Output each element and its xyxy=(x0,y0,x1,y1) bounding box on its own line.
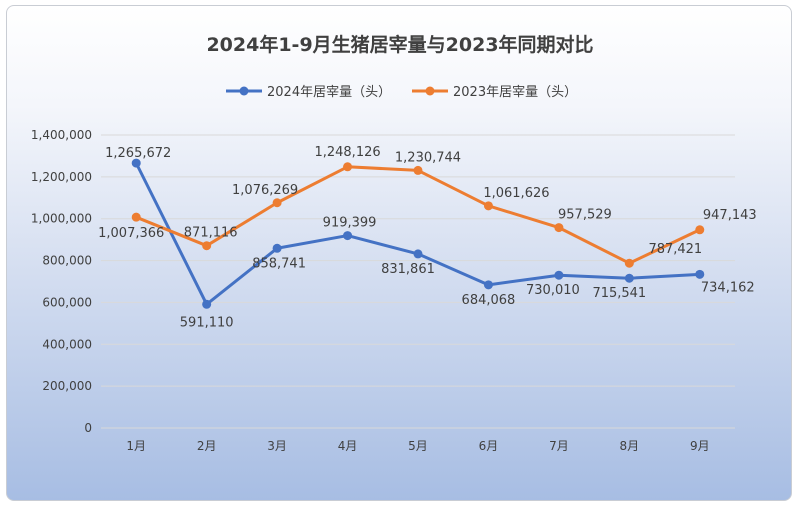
data-label: 1,265,672 xyxy=(105,146,171,161)
y-tick-label: 1,400,000 xyxy=(31,128,92,142)
legend: 2024年居宰量（头） 2023年居宰量（头） xyxy=(226,84,577,100)
data-point xyxy=(554,270,564,280)
x-tick-label: 6月 xyxy=(479,439,499,453)
y-tick-label: 600,000 xyxy=(42,295,92,309)
y-axis: 0 200,000 400,000 600,000 800,000 1,000,000 1,… xyxy=(31,128,92,435)
data-label: 684,068 xyxy=(462,293,516,308)
data-label: 730,010 xyxy=(526,283,580,298)
data-label: 957,529 xyxy=(558,208,612,223)
data-point xyxy=(413,165,423,175)
data-label: 1,007,366 xyxy=(98,226,164,241)
data-point xyxy=(695,269,705,279)
chart-card xyxy=(6,5,792,501)
data-point xyxy=(343,162,353,172)
y-tick-label: 800,000 xyxy=(42,254,92,268)
x-tick-label: 4月 xyxy=(338,439,358,453)
legend-label-2024: 2024年居宰量（头） xyxy=(267,84,391,100)
y-tick-label: 1,000,000 xyxy=(31,212,92,226)
data-label: 1,061,626 xyxy=(483,186,549,201)
data-point xyxy=(272,198,282,208)
y-tick-label: 0 xyxy=(84,421,92,435)
data-label: 787,421 xyxy=(648,242,702,257)
data-label: 919,399 xyxy=(323,216,377,231)
y-tick-label: 400,000 xyxy=(42,337,92,351)
data-point xyxy=(554,223,564,233)
data-point xyxy=(483,280,493,290)
data-label: 734,162 xyxy=(701,280,755,295)
series-line xyxy=(135,165,701,265)
data-point xyxy=(483,201,493,211)
data-point xyxy=(624,258,634,268)
legend-label-2023: 2023年居宰量（头） xyxy=(453,84,577,100)
series-layer xyxy=(131,158,705,309)
y-tick-label: 200,000 xyxy=(42,379,92,393)
x-tick-label: 5月 xyxy=(408,439,428,453)
data-label: 1,076,269 xyxy=(232,183,298,198)
chart-title: 2024年1-9月生猪居宰量与2023年同期对比 xyxy=(206,33,593,56)
data-point xyxy=(343,231,353,241)
data-label: 591,110 xyxy=(180,315,234,330)
data-label: 1,248,126 xyxy=(314,145,380,160)
x-tick-label: 1月 xyxy=(126,439,146,453)
data-label: 858,741 xyxy=(252,256,306,271)
data-label: 831,861 xyxy=(381,262,435,277)
legend-marker-2023 xyxy=(425,86,435,96)
data-point xyxy=(202,241,212,251)
data-labels-layer: 1,265,672 591,110 858,741 919,399 831,861 684… xyxy=(98,145,757,331)
data-point xyxy=(202,299,212,309)
data-label: 1,230,744 xyxy=(395,150,461,165)
data-point xyxy=(413,249,423,259)
data-point xyxy=(131,158,141,168)
data-point xyxy=(695,225,705,235)
x-tick-label: 8月 xyxy=(620,439,640,453)
data-point xyxy=(624,273,634,283)
x-tick-label: 3月 xyxy=(267,439,287,453)
data-label: 715,541 xyxy=(592,286,646,301)
y-tick-label: 1,200,000 xyxy=(31,170,92,184)
data-point xyxy=(131,212,141,222)
x-axis: 1月 2月 3月 4月 5月 6月 7月 8月 9月 xyxy=(126,439,709,453)
data-label: 871,116 xyxy=(184,226,238,241)
x-tick-label: 7月 xyxy=(549,439,569,453)
data-label: 947,143 xyxy=(703,208,757,223)
legend-marker-2024 xyxy=(239,86,249,96)
data-point xyxy=(272,243,282,253)
x-tick-label: 2月 xyxy=(197,439,217,453)
x-tick-label: 9月 xyxy=(690,439,710,453)
